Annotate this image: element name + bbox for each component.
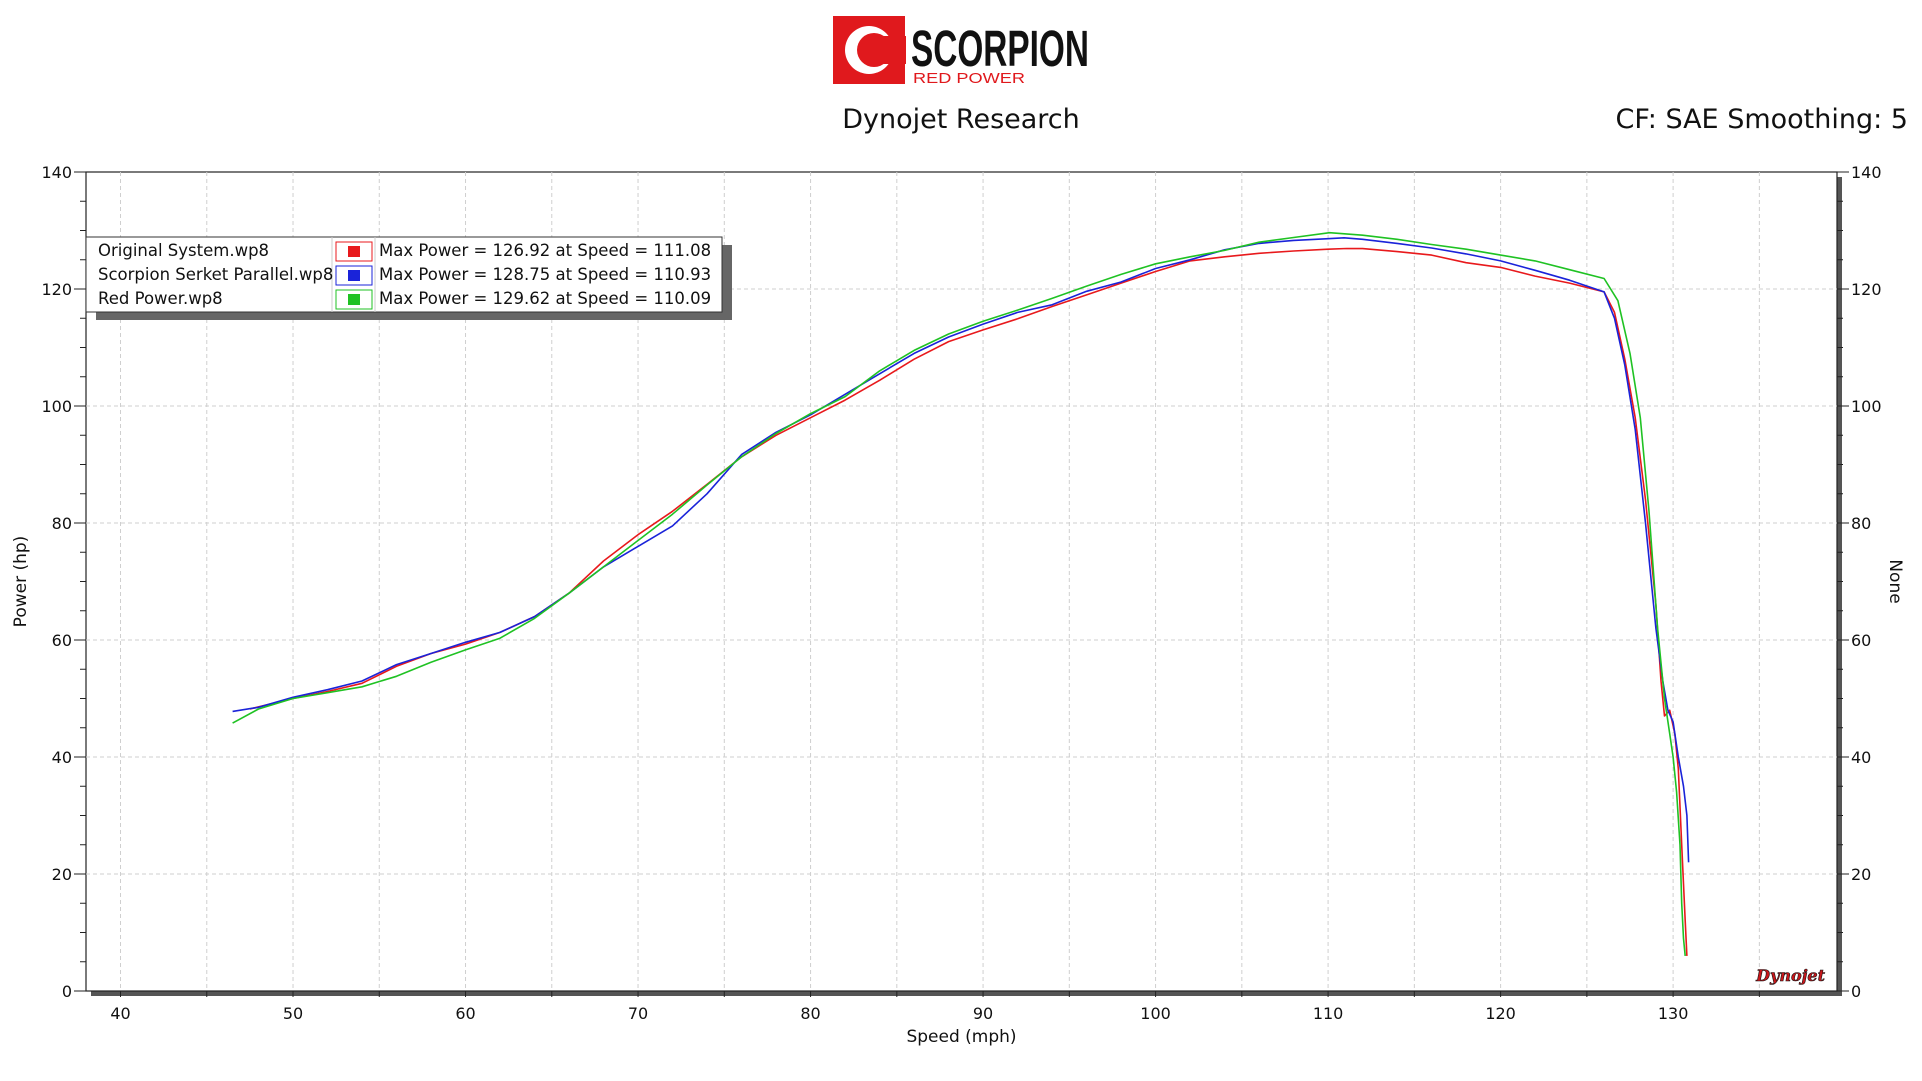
legend-series-summary: Max Power = 126.92 at Speed = 111.08 <box>379 241 711 260</box>
x-tick-label: 70 <box>628 1004 648 1023</box>
logo-brand-text: SCORPION <box>911 20 1089 77</box>
y-tick-label: 0 <box>62 982 72 1001</box>
y2-tick-label: 100 <box>1851 397 1882 416</box>
axis-ticks: 40 50 60 70 80 90 100 110 120 130 0 0 20 20 40 40 60 60 80… <box>41 163 1881 1023</box>
legend: Original System.wp8 Max Power = 126.92 at… <box>85 236 732 320</box>
y-axis-label: Power (hp) <box>11 536 31 628</box>
y2-tick-label: 20 <box>1851 865 1871 884</box>
legend-swatch <box>348 270 360 281</box>
y2-tick-label: 140 <box>1851 163 1882 182</box>
y-tick-label: 20 <box>52 865 72 884</box>
x-tick-label: 120 <box>1485 1004 1516 1023</box>
series-line <box>232 231 1686 956</box>
x-tick-label: 40 <box>110 1004 130 1023</box>
y-tick-label: 40 <box>52 748 72 767</box>
x-axis-label: Speed (mph) <box>906 1027 1016 1047</box>
y2-tick-label: 40 <box>1851 748 1871 767</box>
x-tick-label: 130 <box>1658 1004 1689 1023</box>
y-tick-label: 140 <box>41 163 72 182</box>
plot-area-group: 40 50 60 70 80 90 100 110 120 130 0 0 20 20 40 40 60 60 80… <box>41 163 1881 1023</box>
x-tick-label: 60 <box>455 1004 475 1023</box>
legend-series-summary: Max Power = 129.62 at Speed = 110.09 <box>379 289 711 308</box>
y2-tick-label: 80 <box>1851 514 1871 533</box>
legend-swatch <box>348 246 360 257</box>
legend-series-name: Red Power.wp8 <box>98 289 223 308</box>
y-tick-label: 120 <box>41 280 72 299</box>
series-line <box>232 237 1690 863</box>
scorpion-logo-graphic: SCORPION RED POWER <box>833 16 1089 87</box>
x-tick-label: 90 <box>973 1004 993 1023</box>
x-tick-label: 100 <box>1140 1004 1171 1023</box>
y2-tick-label: 120 <box>1851 280 1882 299</box>
x-tick-label: 80 <box>800 1004 820 1023</box>
x-tick-label: 50 <box>283 1004 303 1023</box>
y-tick-label: 60 <box>52 631 72 650</box>
series-group <box>232 231 1690 956</box>
y2-tick-label: 60 <box>1851 631 1871 650</box>
logo-sub-text: RED POWER <box>913 70 1025 87</box>
y2-axis-label: None <box>1885 559 1905 603</box>
y2-tick-label: 0 <box>1851 982 1861 1001</box>
scorpion-logo: SCORPION RED POWER <box>833 16 1093 92</box>
chart-header-settings: CF: SAE Smoothing: 5 <box>1615 104 1908 135</box>
legend-swatch <box>348 294 360 305</box>
dynojet-watermark: Dynojet <box>1755 966 1826 986</box>
dynojet-watermark-text: Dynojet <box>1755 966 1825 985</box>
y-tick-label: 80 <box>52 514 72 533</box>
legend-box <box>85 236 723 313</box>
legend-series-summary: Max Power = 128.75 at Speed = 110.93 <box>379 265 711 284</box>
x-tick-label: 110 <box>1313 1004 1344 1023</box>
legend-series-name: Scorpion Serket Parallel.wp8 <box>98 265 333 284</box>
legend-series-name: Original System.wp8 <box>98 241 269 260</box>
chart-header-title: Dynojet Research <box>842 104 1080 135</box>
y-tick-label: 100 <box>41 397 72 416</box>
